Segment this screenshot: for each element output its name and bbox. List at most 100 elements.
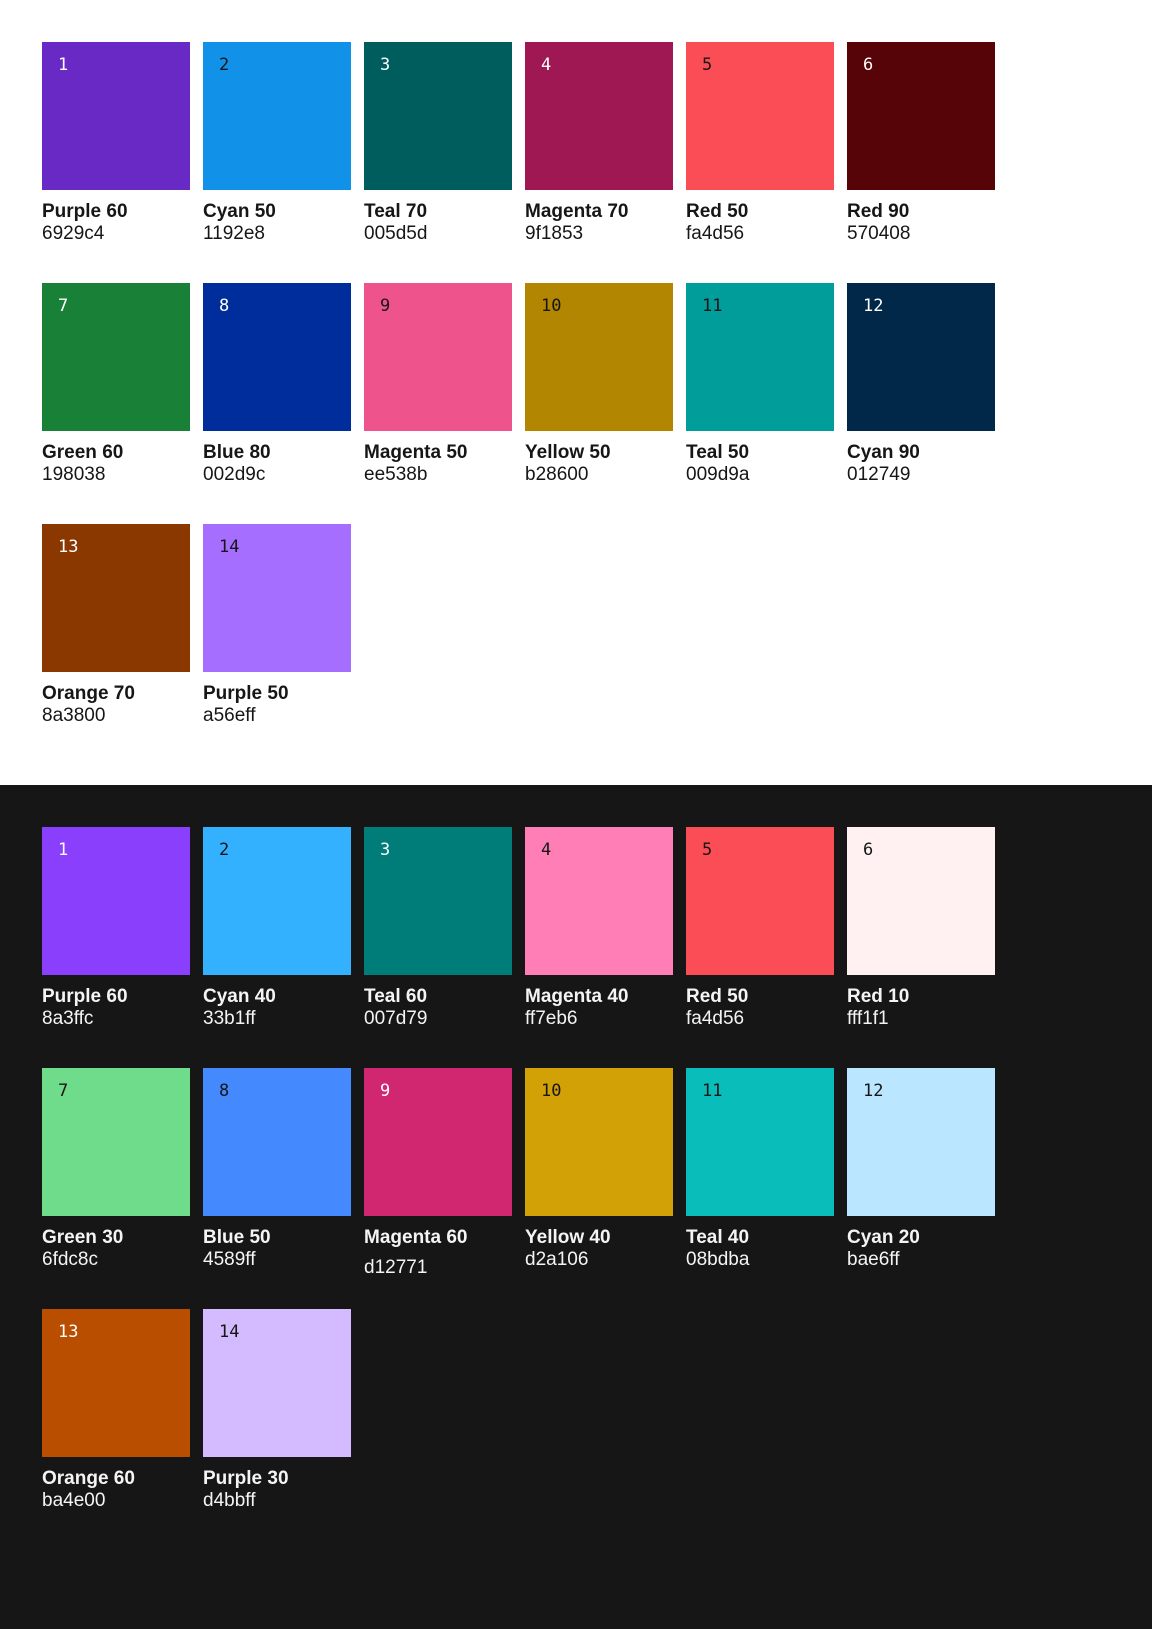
color-swatch: 3 — [364, 827, 512, 975]
swatch-hex-code: 8a3ffc — [42, 1008, 94, 1029]
swatch-hex-code: 4589ff — [203, 1249, 256, 1270]
swatch-color-name: Orange 60 — [42, 1468, 135, 1489]
color-swatch-cell: 6 Red 90 570408 — [847, 42, 995, 245]
light-palette-grid: 1 Purple 60 6929c4 2 Cyan 50 1192e8 3 Te… — [42, 42, 1110, 727]
color-swatch-cell: 7 Green 60 198038 — [42, 283, 190, 486]
color-swatch-cell: 2 Cyan 50 1192e8 — [203, 42, 351, 245]
swatch-color-name: Blue 80 — [203, 442, 271, 463]
swatch-color-name: Purple 50 — [203, 683, 289, 704]
swatch-sequence-number: 7 — [58, 1081, 69, 1101]
swatch-sequence-number: 2 — [219, 840, 230, 860]
color-swatch: 11 — [686, 1068, 834, 1216]
color-swatch-cell: 12 Cyan 90 012749 — [847, 283, 995, 486]
swatch-color-name: Orange 70 — [42, 683, 135, 704]
swatch-color-name: Magenta 70 — [525, 201, 629, 222]
swatch-sequence-number: 5 — [702, 840, 713, 860]
color-swatch: 2 — [203, 42, 351, 190]
swatch-sequence-number: 10 — [541, 1081, 562, 1101]
swatch-color-name: Green 30 — [42, 1227, 124, 1248]
swatch-color-name: Purple 60 — [42, 986, 128, 1007]
swatch-sequence-number: 8 — [219, 1081, 230, 1101]
swatch-hex-code: ba4e00 — [42, 1490, 106, 1511]
swatch-color-name: Cyan 50 — [203, 201, 276, 222]
color-swatch-cell: 7 Green 30 6fdc8c — [42, 1068, 190, 1271]
swatch-sequence-number: 11 — [702, 1081, 723, 1101]
color-swatch-cell: 14 Purple 30 d4bbff — [203, 1309, 351, 1512]
color-swatch-cell: 14 Purple 50 a56eff — [203, 524, 351, 727]
swatch-sequence-number: 11 — [702, 296, 723, 316]
color-swatch: 8 — [203, 283, 351, 431]
color-swatch: 1 — [42, 827, 190, 975]
light-theme-palette-section: 1 Purple 60 6929c4 2 Cyan 50 1192e8 3 Te… — [0, 0, 1152, 785]
swatch-color-name: Teal 60 — [364, 986, 428, 1007]
color-swatch-cell: 2 Cyan 40 33b1ff — [203, 827, 351, 1030]
swatch-color-name: Cyan 90 — [847, 442, 920, 463]
color-swatch: 3 — [364, 42, 512, 190]
color-swatch: 4 — [525, 42, 673, 190]
dark-palette-grid: 1 Purple 60 8a3ffc 2 Cyan 40 33b1ff 3 Te… — [42, 827, 1110, 1512]
swatch-sequence-number: 5 — [702, 55, 713, 75]
swatch-hex-code: 9f1853 — [525, 223, 584, 244]
swatch-hex-code: ee538b — [364, 464, 428, 485]
swatch-sequence-number: 3 — [380, 840, 391, 860]
color-swatch: 12 — [847, 283, 995, 431]
swatch-hex-code: fa4d56 — [686, 223, 745, 244]
swatch-color-name: Teal 40 — [686, 1227, 750, 1248]
swatch-hex-code: fa4d56 — [686, 1008, 745, 1029]
swatch-hex-code: 8a3800 — [42, 705, 106, 726]
swatch-color-name: Teal 50 — [686, 442, 750, 463]
swatch-hex-code: 33b1ff — [203, 1008, 256, 1029]
swatch-sequence-number: 4 — [541, 840, 552, 860]
swatch-sequence-number: 12 — [863, 1081, 884, 1101]
color-swatch-cell: 10 Yellow 40 d2a106 — [525, 1068, 673, 1271]
swatch-color-name: Blue 50 — [203, 1227, 271, 1248]
color-swatch: 2 — [203, 827, 351, 975]
swatch-sequence-number: 9 — [380, 296, 391, 316]
color-swatch-cell: 8 Blue 50 4589ff — [203, 1068, 351, 1271]
color-swatch: 12 — [847, 1068, 995, 1216]
color-swatch: 4 — [525, 827, 673, 975]
color-swatch: 13 — [42, 524, 190, 672]
color-swatch: 8 — [203, 1068, 351, 1216]
swatch-sequence-number: 14 — [219, 1322, 240, 1342]
swatch-hex-code: 009d9a — [686, 464, 750, 485]
swatch-color-name: Green 60 — [42, 442, 124, 463]
swatch-hex-code: 198038 — [42, 464, 106, 485]
color-swatch: 14 — [203, 524, 351, 672]
color-swatch: 10 — [525, 283, 673, 431]
color-swatch-cell: 1 Purple 60 8a3ffc — [42, 827, 190, 1030]
swatch-color-name: Purple 60 — [42, 201, 128, 222]
swatch-color-name: Teal 70 — [364, 201, 428, 222]
color-swatch-cell: 5 Red 50 fa4d56 — [686, 42, 834, 245]
swatch-hex-code: d12771 — [364, 1257, 428, 1278]
swatch-color-name: Cyan 20 — [847, 1227, 920, 1248]
color-swatch: 14 — [203, 1309, 351, 1457]
swatch-hex-code: ff7eb6 — [525, 1008, 578, 1029]
color-swatch-cell: 5 Red 50 fa4d56 — [686, 827, 834, 1030]
color-swatch-cell: 9 Magenta 60 d12771 — [364, 1068, 512, 1278]
swatch-sequence-number: 13 — [58, 537, 79, 557]
color-swatch: 13 — [42, 1309, 190, 1457]
swatch-sequence-number: 3 — [380, 55, 391, 75]
color-swatch-cell: 12 Cyan 20 bae6ff — [847, 1068, 995, 1271]
swatch-hex-code: 6929c4 — [42, 223, 105, 244]
swatch-color-name: Purple 30 — [203, 1468, 289, 1489]
color-swatch-cell: 4 Magenta 70 9f1853 — [525, 42, 673, 245]
swatch-color-name: Yellow 50 — [525, 442, 611, 463]
swatch-color-name: Red 50 — [686, 986, 749, 1007]
color-swatch: 1 — [42, 42, 190, 190]
color-swatch: 9 — [364, 1068, 512, 1216]
color-swatch: 7 — [42, 283, 190, 431]
swatch-sequence-number: 6 — [863, 840, 874, 860]
swatch-sequence-number: 7 — [58, 296, 69, 316]
swatch-color-name: Magenta 40 — [525, 986, 629, 1007]
color-swatch-cell: 13 Orange 70 8a3800 — [42, 524, 190, 727]
color-swatch-cell: 4 Magenta 40 ff7eb6 — [525, 827, 673, 1030]
swatch-hex-code: 6fdc8c — [42, 1249, 98, 1270]
color-swatch-cell: 1 Purple 60 6929c4 — [42, 42, 190, 245]
swatch-hex-code: fff1f1 — [847, 1008, 889, 1029]
color-swatch-cell: 10 Yellow 50 b28600 — [525, 283, 673, 486]
color-swatch-cell: 13 Orange 60 ba4e00 — [42, 1309, 190, 1512]
swatch-sequence-number: 13 — [58, 1322, 79, 1342]
color-swatch-cell: 9 Magenta 50 ee538b — [364, 283, 512, 486]
